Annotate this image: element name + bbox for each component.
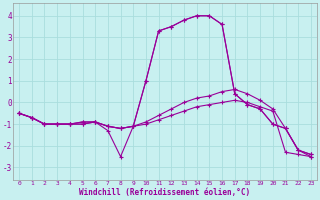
X-axis label: Windchill (Refroidissement éolien,°C): Windchill (Refroidissement éolien,°C)	[79, 188, 251, 197]
